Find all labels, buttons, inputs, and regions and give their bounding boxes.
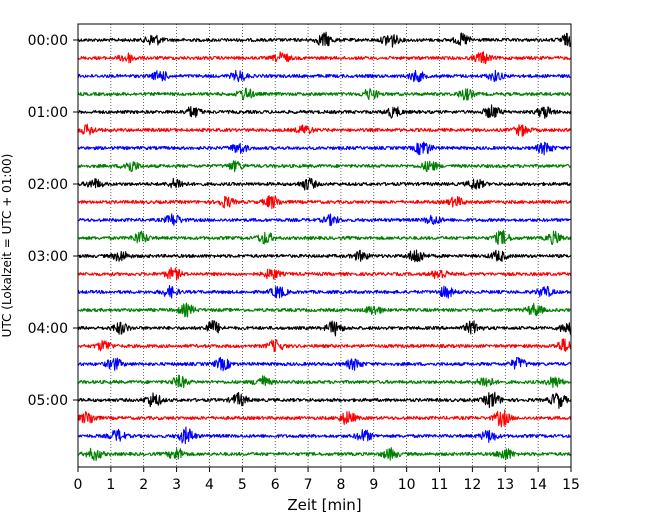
seismogram-trace [77,31,572,48]
x-tick-label: 0 [74,477,83,493]
x-tick-label: 3 [172,477,181,493]
seismogram-trace [77,447,572,461]
seismogram-trace [77,374,572,389]
seismogram-trace [77,266,572,281]
x-tick-label: 9 [369,477,378,493]
x-tick-label: 12 [463,477,481,493]
plot-frame [77,23,572,468]
x-tick-label: 13 [496,477,514,493]
y-tick-label: 02:00 [28,177,68,193]
seismogram-trace [77,229,572,246]
seismogram-trace [77,356,572,372]
y-tick-label: 00:00 [28,33,68,49]
seismogram-trace [77,320,572,337]
x-tick-label: 14 [529,477,547,493]
x-tick-label: 10 [398,477,416,493]
seismogram-trace [77,104,572,119]
seismogram-trace [77,391,572,409]
seismogram-trace [77,141,572,156]
seismogram-trace [77,177,572,191]
seismogram-trace [77,51,572,65]
seismogram-trace [77,285,572,299]
x-axis-label: Zeit [min] [287,496,361,514]
x-tick-label: 15 [562,477,580,493]
x-axis: 0 1 2 3 4 5 6 7 8 9 10 11 12 13 14 15 [74,467,580,493]
x-tick-label: 8 [336,477,345,493]
seismogram-trace [77,123,572,137]
seismogram-trace [77,213,572,227]
seismogram-trace [77,409,572,428]
y-axis: 00:00 01:00 02:00 03:00 04:00 05:00 [28,33,78,409]
x-tick-label: 5 [238,477,247,493]
y-tick-label: 04:00 [28,321,68,337]
seismogram-trace [77,195,572,210]
y-tick-label: 03:00 [28,249,68,265]
seismogram-trace [77,249,572,263]
seismogram-trace [77,69,572,83]
x-tick-label: 6 [271,477,280,493]
seismogram-trace [77,426,572,445]
grid-lines [110,24,539,467]
seismogram-trace [77,338,572,353]
seismogram-trace [77,87,572,101]
seismogram-trace [77,160,572,173]
y-tick-label: 05:00 [28,393,68,409]
x-tick-label: 11 [431,477,449,493]
x-tick-label: 7 [304,477,313,493]
y-axis-label: UTC (Lokalzeit = UTC + 01:00) [0,154,14,338]
x-tick-label: 2 [139,477,148,493]
y-tick-label: 01:00 [28,105,68,121]
x-tick-label: 1 [106,477,115,493]
trace-group [77,31,572,461]
seismogram-trace [77,302,572,318]
x-tick-label: 4 [205,477,214,493]
